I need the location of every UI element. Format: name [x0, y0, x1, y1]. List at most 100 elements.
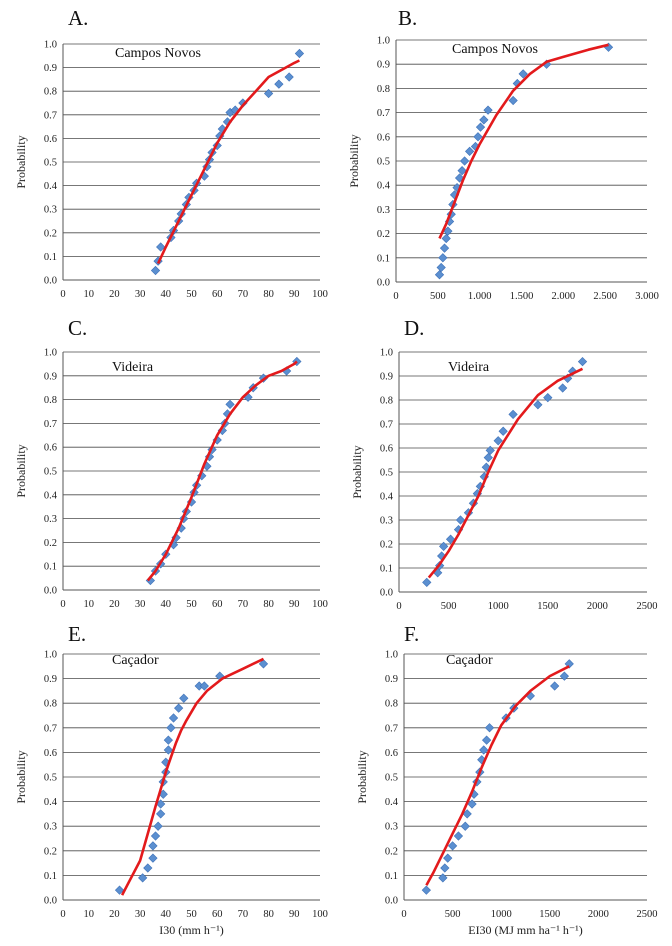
observed-point	[533, 400, 543, 410]
y-tick-label: 0.1	[385, 871, 398, 882]
x-tick-label: 80	[263, 909, 274, 920]
y-tick-label: 0.7	[377, 108, 390, 119]
x-tick-label: 0	[60, 599, 65, 610]
panel-b: B. 0.0 0.1 0.2 0.3 0.4 0.5 0.6 0.7 0.8 0.9 1.0 0 500…	[336, 0, 672, 308]
panel-a: A. 0.0 0.1 0.2 0.3 0.4 0.5 0.6 0.7 0.8 0.9 1.0 0 10 2…	[0, 0, 336, 308]
panel-letter: A.	[68, 6, 89, 30]
y-tick-label: 0.3	[377, 205, 390, 216]
y-tick-label: 1.0	[385, 650, 398, 661]
observed-point	[166, 723, 176, 733]
chart-d: 0.0 0.1 0.2 0.3 0.4 0.5 0.6 0.7 0.8 0.9 1.0 0 500 100…	[350, 348, 658, 613]
x-tick-label: 2000	[588, 909, 609, 920]
observed-point	[439, 541, 449, 552]
x-tick-label: 1000	[491, 909, 512, 920]
x-tick-label: 0	[401, 909, 406, 920]
y-axis-label: Probability	[347, 134, 361, 187]
y-tick-label: 1.0	[380, 348, 393, 359]
observed-point	[550, 681, 560, 691]
y-tick-label: 0.7	[44, 723, 57, 734]
observed-point	[284, 72, 294, 82]
x-tick-label: 100	[312, 909, 328, 920]
x-tick-label: 30	[135, 599, 146, 610]
x-tick-label: 90	[289, 289, 300, 300]
observed-point	[421, 885, 431, 895]
x-tick-label: 100	[312, 289, 328, 300]
y-axis-label: Probability	[14, 135, 28, 188]
y-axis-label: Probability	[355, 750, 369, 803]
y-tick-label: 0.6	[380, 444, 393, 455]
x-tick-label: 0	[60, 909, 65, 920]
panel-letter: D.	[404, 316, 425, 340]
x-tick-label: 70	[238, 289, 249, 300]
observed-point	[455, 515, 466, 525]
observed-point	[438, 873, 448, 883]
y-tick-label: 0.5	[380, 468, 393, 479]
observed-point	[174, 703, 184, 713]
x-tick-label: 60	[212, 909, 223, 920]
y-tick-label: 0.7	[385, 723, 398, 734]
observed-point	[467, 799, 477, 809]
y-tick-label: 0.2	[377, 229, 390, 240]
observed-point	[460, 821, 470, 831]
observed-point	[564, 659, 574, 669]
x-tick-label: 2.500	[593, 291, 617, 302]
y-tick-label: 1.0	[377, 36, 390, 47]
observed-point	[543, 392, 553, 403]
station-label: Caçador	[112, 653, 159, 668]
observed-point	[558, 383, 568, 393]
y-tick-label: 0.5	[385, 773, 398, 784]
x-tick-label: 30	[135, 909, 146, 920]
observed-point	[484, 723, 495, 733]
observed-point	[438, 253, 448, 263]
x-tick-label: 40	[161, 599, 172, 610]
station-label: Caçador	[446, 653, 493, 668]
observed-point	[453, 831, 464, 841]
observed-point	[434, 270, 445, 280]
observed-point	[148, 853, 158, 863]
x-tick-label: 80	[263, 599, 274, 610]
y-tick-label: 0.4	[44, 490, 58, 501]
y-tick-label: 0.9	[44, 674, 57, 685]
y-tick-label: 0.9	[380, 372, 393, 383]
x-tick-label: 2.000	[552, 291, 576, 302]
station-label: Videira	[112, 360, 154, 375]
x-tick-label: 0	[60, 289, 65, 300]
y-tick-label: 0.6	[385, 748, 398, 759]
observed-point	[483, 105, 493, 115]
observed-point	[462, 809, 472, 819]
x-tick-label: 90	[289, 909, 300, 920]
observed-point	[150, 831, 161, 841]
observed-point	[508, 409, 518, 420]
y-tick-label: 0.2	[44, 538, 57, 549]
observed-point	[163, 745, 173, 755]
y-tick-label: 0.8	[377, 84, 390, 95]
x-tick-label: 10	[83, 909, 94, 920]
x-tick-label: 1.500	[510, 291, 534, 302]
y-tick-label: 0.4	[377, 181, 391, 192]
x-tick-label: 2500	[637, 909, 658, 920]
observed-point	[440, 863, 450, 873]
y-tick-label: 1.0	[44, 40, 57, 51]
observed-point	[179, 693, 189, 703]
observed-point	[457, 166, 467, 176]
x-tick-label: 70	[238, 599, 249, 610]
y-tick-label: 0.2	[44, 846, 57, 857]
station-label: Campos Novos	[452, 42, 538, 57]
y-axis-label: Probability	[350, 445, 364, 498]
y-tick-label: 0.3	[44, 822, 57, 833]
y-tick-label: 0.6	[377, 132, 390, 143]
observed-point	[436, 262, 446, 273]
observed-point	[225, 399, 235, 409]
x-axis-label: I30 (mm h⁻¹)	[159, 923, 224, 937]
y-tick-label: 0.6	[44, 134, 57, 145]
x-tick-label: 1500	[539, 909, 560, 920]
station-label: Campos Novos	[115, 46, 201, 61]
x-axis-label: EI30 (MJ mm ha⁻¹ h⁻¹)	[468, 923, 583, 937]
y-axis-label: Probability	[14, 750, 28, 803]
x-tick-label: 50	[186, 289, 197, 300]
observed-point	[168, 713, 179, 723]
x-tick-label: 3.000	[635, 291, 659, 302]
chart-e: 0.0 0.1 0.2 0.3 0.4 0.5 0.6 0.7 0.8 0.9 1.0 0 10 20 30…	[14, 650, 328, 938]
observed-point	[498, 426, 508, 436]
y-tick-label: 0.7	[44, 110, 57, 121]
